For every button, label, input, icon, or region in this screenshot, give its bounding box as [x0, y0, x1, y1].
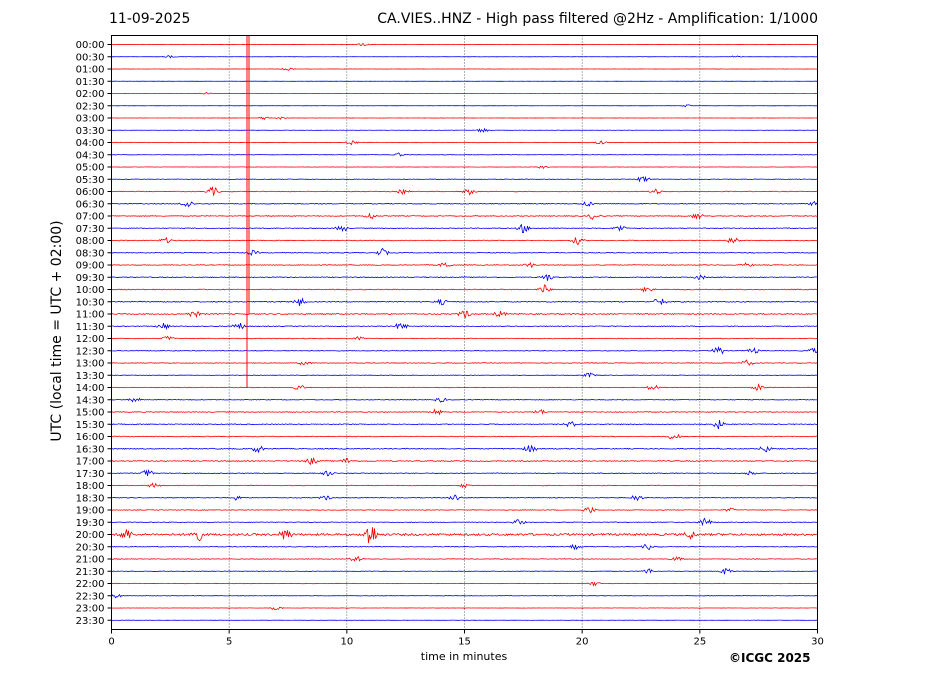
trace-1700: [111, 457, 818, 466]
y-tick-label: 05:30: [76, 175, 105, 186]
y-tick-label: 07:00: [76, 212, 105, 223]
trace-0430: [111, 152, 818, 157]
trace-2100: [111, 556, 818, 562]
y-tick-label: 17:30: [76, 469, 105, 480]
y-tick-label: 23:30: [76, 616, 105, 627]
x-tick-label: 25: [693, 637, 706, 648]
y-tick-label: 15:00: [76, 408, 105, 419]
x-axis-label: time in minutes: [420, 650, 508, 663]
trace-1430: [111, 397, 818, 403]
trace-1530: [111, 420, 818, 430]
y-tick-label: 22:30: [76, 591, 105, 602]
y-tick-label: 22:00: [76, 579, 105, 590]
trace-0500: [111, 165, 818, 170]
y-tick-label: 08:00: [76, 236, 105, 247]
y-tick-label: 21:30: [76, 567, 105, 578]
y-tick-label: 03:00: [76, 114, 105, 125]
trace-1030: [111, 297, 818, 306]
trace-1000: [111, 284, 818, 293]
trace-0930: [111, 274, 818, 281]
x-tick-label: 15: [458, 637, 471, 648]
x-tick-label: 5: [226, 637, 232, 648]
y-tick-label: 05:00: [76, 163, 105, 174]
trace-0330: [111, 127, 818, 133]
trace-1730: [111, 468, 818, 477]
y-tick-label: 21:00: [76, 555, 105, 566]
y-tick-label: 16:30: [76, 444, 105, 455]
date-label: 11-09-2025: [109, 11, 191, 27]
vertical-spike: [246, 35, 250, 388]
trace-0830: [111, 247, 818, 257]
trace-1100: [111, 310, 818, 319]
trace-0900: [111, 261, 818, 268]
y-tick-label: 20:00: [76, 530, 105, 541]
trace-2200: [111, 581, 818, 587]
y-tick-label: 20:30: [76, 542, 105, 553]
y-tick-label: 19:00: [76, 506, 105, 517]
y-tick-label: 18:30: [76, 493, 105, 504]
y-tick-label: 00:30: [76, 52, 105, 63]
y-tick-label: 09:30: [76, 273, 105, 284]
y-tick-label: 18:00: [76, 481, 105, 492]
trace-0700: [111, 212, 818, 221]
y-tick-label: 00:00: [76, 40, 105, 51]
copyright-label: ©ICGC 2025: [729, 651, 811, 665]
x-tick-label: 30: [811, 637, 824, 648]
trace-2130: [111, 568, 818, 575]
y-tick-label: 10:30: [76, 297, 105, 308]
y-tick-label: 11:30: [76, 322, 105, 333]
x-tick-label: 20: [576, 637, 589, 648]
y-tick-label: 13:00: [76, 359, 105, 370]
trace-0230: [111, 104, 818, 108]
y-tick-label: 10:00: [76, 285, 105, 296]
y-tick-label: 08:30: [76, 248, 105, 259]
y-tick-label: 14:00: [76, 383, 105, 394]
y-tick-label: 11:00: [76, 310, 105, 321]
trace-1800: [111, 482, 818, 489]
grid-lines: [228, 35, 701, 630]
y-tick-label: 15:30: [76, 420, 105, 431]
trace-0530: [111, 175, 818, 183]
y-tick-label: 19:30: [76, 518, 105, 529]
trace-1630: [111, 444, 818, 453]
y-tick-label: 14:30: [76, 395, 105, 406]
y-tick-label: 04:00: [76, 138, 105, 149]
y-tick-label: 13:30: [76, 371, 105, 382]
x-axis-ticks: 0 5 10 15 20 25 30: [108, 629, 824, 648]
y-tick-label: 02:30: [76, 101, 105, 112]
trace-2300: [111, 606, 818, 611]
y-tick-label: 01:00: [76, 65, 105, 76]
y-tick-label: 16:00: [76, 432, 105, 443]
y-tick-label: 12:00: [76, 334, 105, 345]
y-tick-label: 12:30: [76, 346, 105, 357]
y-tick-label: 03:30: [76, 126, 105, 137]
chart-title: CA.VIES..HNZ - High pass filtered @2Hz -…: [377, 11, 818, 27]
trace-0400: [111, 140, 818, 146]
y-tick-label: 01:30: [76, 77, 105, 88]
y-tick-label: 17:00: [76, 457, 105, 468]
trace-0600: [111, 186, 818, 196]
trace-2030: [111, 543, 818, 551]
trace-2230: [111, 593, 818, 599]
y-tick-label: 06:00: [76, 187, 105, 198]
x-tick-label: 0: [108, 637, 114, 648]
trace-2000: [111, 527, 818, 544]
y-axis-label: UTC (local time = UTC + 02:00): [49, 220, 65, 442]
trace-1500: [111, 408, 818, 416]
y-tick-label: 04:30: [76, 150, 105, 161]
y-tick-label: 23:00: [76, 604, 105, 615]
y-tick-label: 06:30: [76, 199, 105, 210]
x-tick-label: 10: [340, 637, 353, 648]
trace-1600: [111, 433, 818, 439]
y-tick-label: 09:00: [76, 261, 105, 272]
y-tick-label: 02:00: [76, 89, 105, 100]
trace-0300: [111, 116, 818, 121]
y-tick-label: 07:30: [76, 224, 105, 235]
